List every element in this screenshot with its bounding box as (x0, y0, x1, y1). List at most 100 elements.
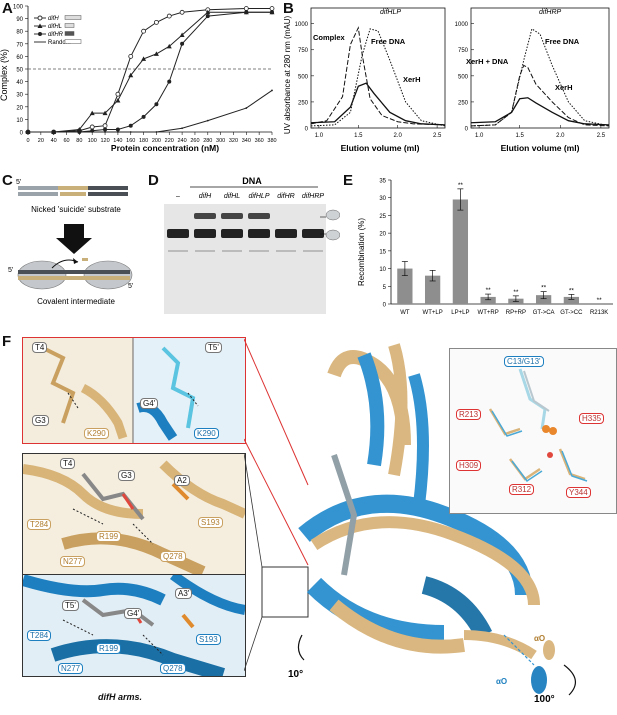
b-xtick-label: 2.5 (597, 133, 606, 139)
e-bar (480, 296, 496, 304)
e-bar (452, 199, 469, 304)
a-point (103, 127, 108, 132)
a-point (116, 131, 119, 133)
a-point (115, 91, 121, 97)
e-ytick-label: 15 (379, 249, 386, 255)
a-point (76, 126, 82, 132)
label-a3p-bot: A3' (175, 588, 193, 599)
a-ytick-label: 100 (13, 5, 24, 11)
e-bar (535, 295, 552, 304)
legend-difHR: difHR (48, 32, 64, 38)
label-n277-mid: N277 (60, 556, 86, 567)
e-ytick-label: 35 (379, 179, 386, 185)
panel-d-gel: DNA – difH difHL difHLP difHR difHRP (164, 176, 340, 314)
b-ytick-label: 500 (298, 74, 309, 80)
panel-label-d: D (148, 172, 159, 189)
a-point (166, 43, 172, 49)
a-ytick-label: 90 (16, 17, 23, 23)
a-xtick-label: 0 (26, 138, 29, 144)
a-point (115, 127, 120, 132)
down-arrow-icon (56, 224, 92, 254)
b-ytick-label: 500 (458, 74, 469, 80)
angle-10-label: 10° (288, 669, 303, 680)
e-significance: ** (597, 297, 603, 304)
a-point (166, 13, 172, 19)
label-g3-mid: G3 (118, 470, 135, 481)
a-ytick-label: 60 (16, 55, 23, 61)
gel-band-faint (168, 250, 188, 252)
a-xtick-label: 20 (38, 138, 44, 144)
b-ytick-label: 250 (298, 100, 309, 106)
a-xtick-label: 120 (100, 138, 109, 144)
legend-random: Random (48, 40, 71, 46)
label-h309: H309 (456, 460, 482, 471)
panel-b-ylabel: UV absorbance at 280 nm (mAU) (283, 16, 292, 135)
a-point (141, 56, 147, 61)
a-xtick-label: 60 (63, 138, 69, 144)
label-k290-tan: K290 (84, 428, 109, 439)
label-q278-mid: Q278 (160, 551, 186, 562)
gel-band-covalent (221, 213, 243, 219)
e-xtick-label: RP+RP (506, 310, 526, 316)
a-xtick-label: 100 (88, 138, 97, 144)
a-point (244, 10, 249, 15)
a-ytick-label: 10 (16, 118, 23, 124)
gel-band-faint (303, 250, 323, 252)
panel-d-header: DNA (242, 176, 262, 186)
gel-band-faint (276, 250, 296, 252)
a-point (206, 119, 209, 122)
label-r199-mid: R199 (96, 531, 122, 542)
b-xtick-label: 2.0 (556, 133, 565, 139)
b-ytick-label: 250 (458, 100, 469, 106)
e-xtick-label: WT+RP (478, 310, 499, 316)
a-point (27, 131, 29, 133)
panel-b-left-xlabel: Elution volume (ml) (341, 143, 420, 153)
b-xtick-label: 1.5 (516, 133, 525, 139)
panel-c-bottom-caption: Covalent intermediate (37, 297, 115, 306)
label-t5p-bot: T5' (62, 600, 79, 611)
gel-band-faint (249, 250, 269, 252)
panel-a-ylabel: Complex (%) (0, 49, 9, 101)
a-point (155, 131, 158, 133)
b-ytick-label: 750 (458, 48, 469, 54)
gel-band-covalent (194, 213, 216, 219)
a-point (205, 9, 211, 15)
e-xtick-label: WT (400, 310, 410, 316)
a-point (115, 98, 121, 103)
gel-band-free (302, 229, 324, 238)
a-point (129, 131, 132, 133)
label-g4p-top: G4' (140, 398, 159, 409)
a-xtick-label: 300 (216, 138, 225, 144)
b-xtick-label: 2.0 (394, 133, 403, 139)
a-xtick-label: 320 (229, 138, 238, 144)
b-xtick-label: 1.0 (475, 133, 484, 139)
a-ytick-label: 80 (16, 30, 23, 36)
a-point (89, 124, 95, 130)
label-s193-mid: S193 (198, 517, 223, 528)
label-g3-top: G3 (32, 415, 49, 426)
panel-b-chart: UV absorbance at 280 nm (mAU) 0 250 500 750… (283, 7, 610, 153)
e-bar (424, 275, 441, 304)
panel-e-ylabel: Recombination (%) (357, 218, 366, 286)
a-xtick-label: 140 (113, 138, 122, 144)
gel-band-covalent (248, 213, 270, 219)
panel-a-xlabel: Protein concentration (nM) (111, 143, 219, 153)
panel-label-c: C (2, 172, 13, 189)
a-point (52, 131, 55, 133)
e-bar (563, 296, 580, 304)
e-xtick-label: WT+LP (423, 310, 443, 316)
b-series-1 (470, 28, 610, 127)
a-point (128, 123, 133, 128)
lane-label-2: difHL (224, 193, 240, 200)
b-ytick-label: 1000 (455, 22, 469, 28)
lane-label-5: difHRP (302, 193, 325, 200)
panel-e-chart: Recombination (%) 0 5 10 15 20 25 30 35 WT WT+LP *… (357, 179, 613, 316)
panel-f-caption: difH arms. (98, 692, 143, 702)
e-xtick-label: R213K (590, 310, 608, 316)
lane-label-4: difHR (277, 193, 295, 200)
a-point (89, 110, 95, 116)
b-ytick-label: 0 (305, 127, 309, 133)
a-xtick-label: 160 (126, 138, 135, 144)
a-point (128, 54, 134, 59)
lane-label-1: difH (199, 193, 212, 200)
